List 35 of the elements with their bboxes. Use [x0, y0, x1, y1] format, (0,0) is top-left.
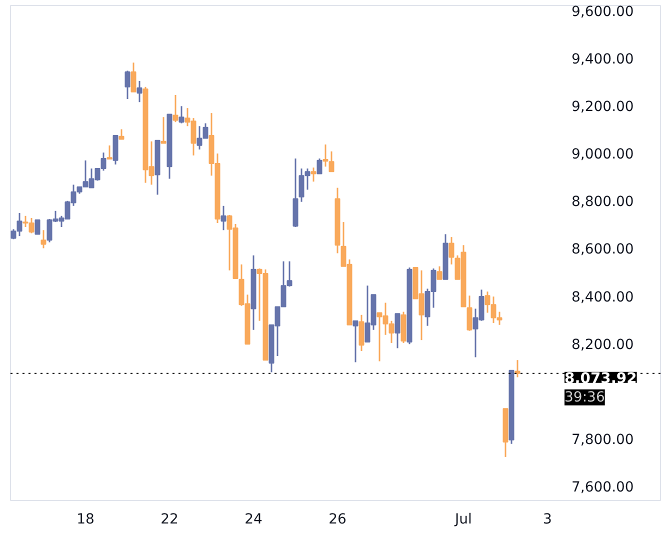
ref-line-label: 8,073.92	[564, 370, 637, 387]
x-tick-label: Jul	[454, 512, 472, 528]
candlestick	[136, 80, 142, 103]
x-tick-label: 22	[160, 512, 178, 528]
candlestick	[118, 128, 124, 140]
y-tick-label: 9,600.00	[572, 4, 634, 20]
candlestick	[124, 70, 130, 100]
y-tick-label: 8,400.00	[572, 289, 634, 306]
x-tick-label: 26	[328, 512, 346, 528]
y-tick-label: 8,200.00	[572, 336, 634, 353]
candlestick	[178, 105, 184, 124]
candlestick	[130, 62, 136, 93]
x-tick-label: 18	[76, 512, 94, 528]
candlestick	[40, 229, 46, 249]
y-tick-label: 9,000.00	[572, 146, 634, 163]
candlestick	[358, 314, 364, 352]
candlestick	[394, 312, 400, 349]
y-tick-label: 9,200.00	[572, 98, 634, 115]
candlestick	[352, 320, 358, 363]
x-tick-label: 24	[244, 512, 262, 528]
y-tick-label: 9,400.00	[572, 51, 634, 68]
candlestick	[160, 116, 166, 144]
text: 39:36	[564, 389, 605, 406]
candlestick	[34, 219, 40, 235]
y-tick-label: 7,600.00	[572, 480, 634, 496]
y-tick-label: 7,800.00	[572, 432, 634, 448]
y-tick-label: 8,800.00	[572, 194, 634, 210]
x-tick-label: 3	[543, 512, 552, 528]
y-tick-label: 8,600.00	[572, 242, 634, 258]
candlestick	[106, 144, 112, 160]
candlestick	[220, 205, 226, 231]
candlestick	[316, 158, 322, 174]
candlestick	[436, 266, 442, 280]
candlestick	[172, 94, 178, 123]
candlestick	[310, 166, 316, 182]
